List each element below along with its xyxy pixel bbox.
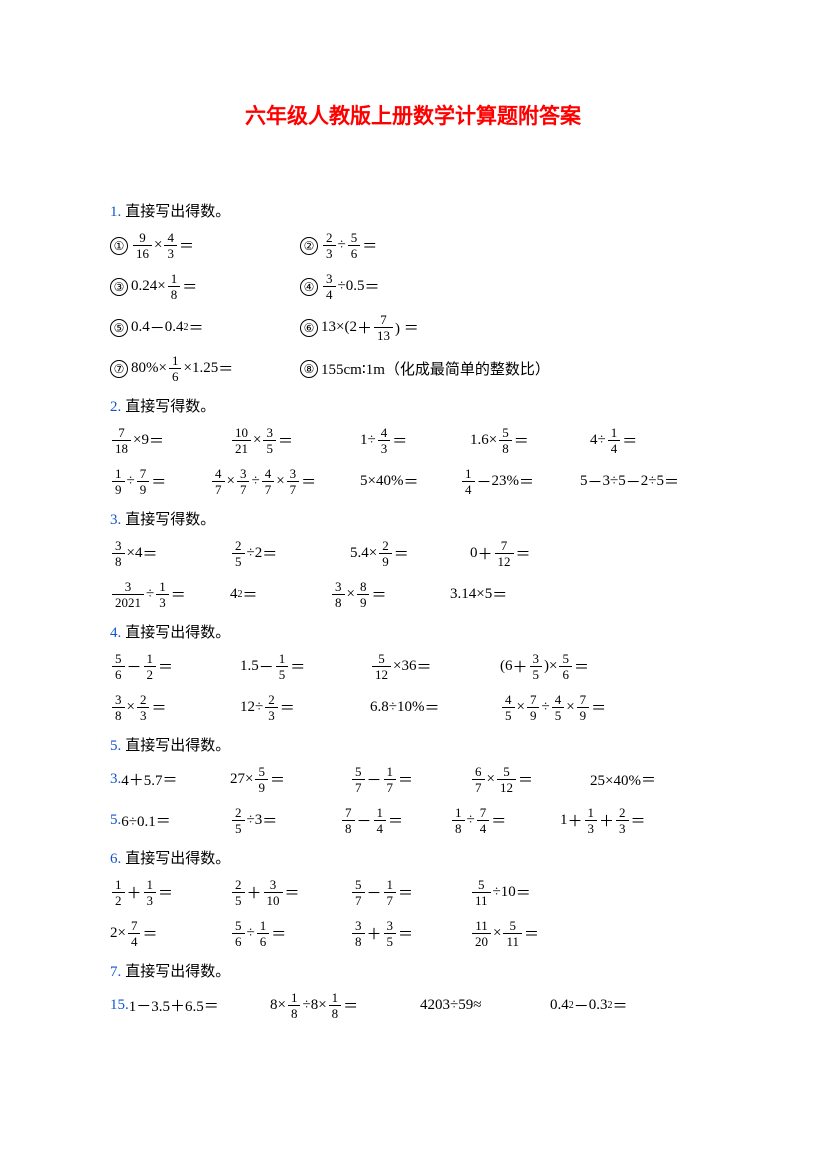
q6-row1: 12＋13＝ 25＋310＝ 57－17＝ 511÷10＝ bbox=[110, 878, 716, 907]
q1-row2: ③0.24×18＝ ④34÷0.5＝ bbox=[110, 272, 716, 301]
q5-num: 5. bbox=[110, 738, 121, 755]
q7-text: 直接写出得数。 bbox=[125, 960, 230, 981]
q3-row1: 38×4＝ 25÷2＝ 5.4×29＝ 0＋712＝ bbox=[110, 539, 716, 568]
circled-2: ② bbox=[300, 237, 318, 255]
q6-text: 直接写出得数。 bbox=[125, 847, 230, 868]
q6-header: 6. 直接写出得数。 bbox=[110, 847, 716, 868]
q2-row1: 718×9＝ 1021×35＝ 1÷43＝ 1.6×58＝ 4÷14＝ bbox=[110, 426, 716, 455]
q3-text: 直接写得数。 bbox=[125, 508, 215, 529]
q2-text: 直接写得数。 bbox=[125, 395, 215, 416]
circled-4: ④ bbox=[300, 278, 318, 296]
q2-header: 2. 直接写得数。 bbox=[110, 395, 716, 416]
q3-row2: 32021÷13＝ 42＝ 38×89＝ 3.14×5＝ bbox=[110, 580, 716, 609]
q5-header: 5. 直接写出得数。 bbox=[110, 734, 716, 755]
q6-num: 6. bbox=[110, 851, 121, 868]
q3-header: 3. 直接写得数。 bbox=[110, 508, 716, 529]
q5-row2: 5.6÷0.1＝ 25÷3＝ 78－14＝ 18÷74＝ 1＋13＋23＝ bbox=[110, 806, 716, 835]
q5-text: 直接写出得数。 bbox=[125, 734, 230, 755]
page-title: 六年级人教版上册数学计算题附答案 bbox=[110, 100, 716, 130]
q4-row2: 38×23＝ 12÷23＝ 6.8÷10%＝ 45×79÷45×79＝ bbox=[110, 693, 716, 722]
q1-row1: ①916×43＝ ②23÷56＝ bbox=[110, 231, 716, 260]
q6-row2: 2×74＝ 56÷16＝ 38＋35＝ 1120×511＝ bbox=[110, 919, 716, 948]
q1-row4: ⑦80%×16×1.25＝ ⑧155cm∶1m（化成最简单的整数比） bbox=[110, 354, 716, 383]
q4-row1: 56－12＝ 1.5－15＝ 512×36＝ (6＋35)×56＝ bbox=[110, 652, 716, 681]
circled-5: ⑤ bbox=[110, 319, 128, 337]
q1-header: 1. 直接写出得数。 bbox=[110, 200, 716, 221]
circled-3: ③ bbox=[110, 278, 128, 296]
q2-row2: 19÷79＝ 47×37÷47×37＝ 5×40%＝ 14－23%＝ 5－3÷5… bbox=[110, 467, 716, 496]
circled-8: ⑧ bbox=[300, 360, 318, 378]
q4-header: 4. 直接写出得数。 bbox=[110, 621, 716, 642]
q1-row3: ⑤0.4－0.42＝ ⑥13×(2＋713) ＝ bbox=[110, 313, 716, 342]
q4-text: 直接写出得数。 bbox=[125, 621, 230, 642]
circled-1: ① bbox=[110, 237, 128, 255]
q7-row1: 15.1－3.5＋6.5＝ 8×18÷8×18＝ 4203÷59≈ 0.42－0… bbox=[110, 991, 716, 1020]
q7-num: 7. bbox=[110, 964, 121, 981]
q3-num: 3. bbox=[110, 512, 121, 529]
q7-header: 7. 直接写出得数。 bbox=[110, 960, 716, 981]
q1-num: 1. bbox=[110, 204, 121, 221]
q2-num: 2. bbox=[110, 399, 121, 416]
q5-row1: 3.4＋5.7＝ 27×59＝ 57－17＝ 67×512＝ 25×40%＝ bbox=[110, 765, 716, 794]
q1-text: 直接写出得数。 bbox=[125, 200, 230, 221]
q4-num: 4. bbox=[110, 625, 121, 642]
circled-7: ⑦ bbox=[110, 360, 128, 378]
circled-6: ⑥ bbox=[300, 319, 318, 337]
